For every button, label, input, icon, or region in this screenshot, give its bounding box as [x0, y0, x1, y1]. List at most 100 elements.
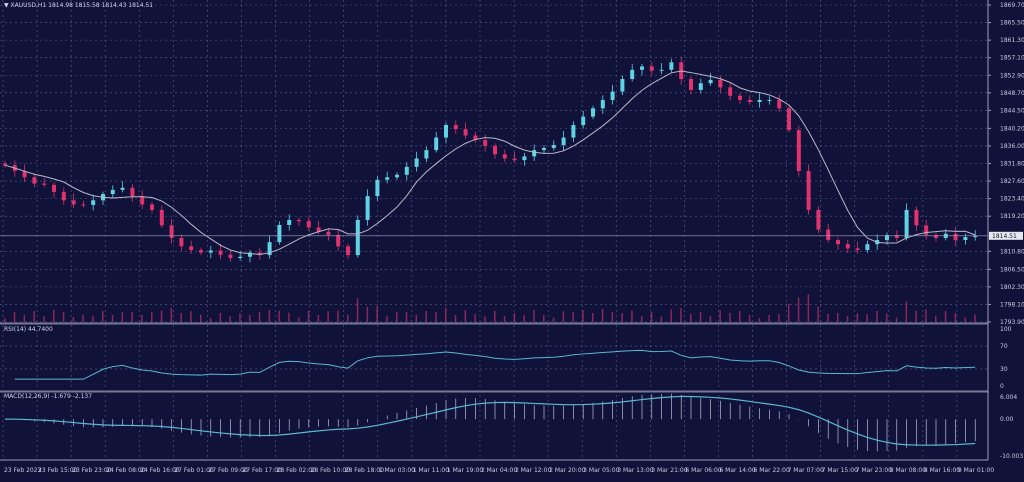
volume-bar: [249, 315, 251, 322]
volume-bar: [356, 298, 359, 322]
candle-body: [542, 148, 546, 151]
candle: [806, 164, 811, 215]
time-tick-label: 23 Feb 15:00: [38, 467, 78, 474]
time-tick-label: 28 Feb 18:00: [345, 467, 385, 474]
price-tick-label: 1852.90: [1000, 72, 1024, 79]
candle-body: [287, 219, 292, 225]
candle-body: [718, 79, 723, 88]
macd-tick-label: -10.003: [1000, 453, 1023, 460]
price-tick-label: 1836.00: [1000, 143, 1024, 150]
candle: [493, 143, 497, 159]
candle: [444, 122, 448, 144]
candle: [738, 93, 742, 104]
candle: [757, 93, 762, 108]
volume-bar: [729, 313, 731, 322]
candle: [698, 78, 703, 94]
macd-title: MACD(12,26,9) -1.679 -2.137: [4, 393, 93, 400]
candle: [689, 76, 693, 95]
volume-bar: [778, 314, 780, 322]
candle-body: [934, 235, 938, 238]
volume-bar: [650, 312, 653, 322]
candle-body: [914, 209, 919, 226]
volume-bar: [621, 313, 623, 322]
volume-bar: [62, 312, 65, 322]
time-tick-label: 2 Mar 12:00: [515, 467, 551, 474]
candle: [973, 230, 978, 241]
volume-bar: [92, 315, 94, 322]
volume-bar: [366, 306, 369, 322]
volume-bar: [121, 312, 124, 322]
volume-bar: [474, 313, 476, 322]
volume-bar: [523, 315, 525, 322]
candle: [297, 217, 301, 226]
volume-bar: [307, 311, 310, 322]
candle: [61, 187, 66, 205]
candle: [404, 162, 409, 181]
volume-bar: [552, 317, 555, 322]
candle: [934, 232, 938, 242]
candle: [414, 151, 419, 172]
chart-header: ▼ XAUUSD,H1 1814.98 1815.58 1814.43 1814…: [4, 2, 153, 9]
rsi-tick-label: 70: [1000, 343, 1008, 350]
candle-body: [483, 140, 488, 146]
volume-bar: [13, 312, 16, 322]
candle-body: [630, 69, 635, 80]
volume-bar: [807, 294, 810, 322]
candle: [395, 172, 399, 180]
candle-body: [306, 221, 311, 228]
candle: [767, 96, 772, 105]
candle-body: [522, 156, 527, 161]
time-tick-label: 24 Feb 16:00: [140, 467, 180, 474]
volume-bar: [837, 313, 839, 322]
candle-body: [22, 171, 27, 178]
time-tick-label: 24 Feb 08:00: [106, 467, 146, 474]
volume-bar: [788, 303, 790, 322]
volume-bar: [572, 312, 574, 322]
volume-bar: [268, 309, 271, 322]
volume-bar: [53, 309, 55, 322]
volume-bar: [690, 313, 692, 322]
volume-bar: [964, 317, 966, 322]
candle-body: [698, 83, 703, 90]
volume-bar: [641, 316, 643, 322]
candle-body: [885, 235, 889, 241]
rsi-title: RSI(14) 44.7400: [4, 326, 53, 333]
candle-body: [218, 250, 223, 255]
volume-bar: [396, 311, 398, 322]
volume-bar: [611, 312, 614, 322]
volume-bar: [435, 312, 437, 322]
candle: [542, 145, 546, 154]
volume-bar: [376, 306, 378, 322]
time-tick-label: 7 Mar 07:00: [788, 467, 824, 474]
time-tick-label: 23 Feb 23:00: [72, 467, 112, 474]
candle: [140, 190, 145, 210]
candle: [826, 223, 831, 243]
time-tick-label: 8 Mar 16:00: [924, 467, 960, 474]
volume-bar: [131, 312, 133, 322]
candle: [248, 250, 252, 263]
candle-body: [963, 237, 968, 241]
plot-background: [0, 0, 988, 460]
candle-body: [747, 99, 752, 103]
candle-body: [179, 237, 184, 247]
candle-body: [591, 108, 595, 117]
candle-body: [32, 177, 37, 184]
volume-bar: [592, 313, 594, 322]
volume-bar: [258, 311, 261, 322]
current-price-label: 1814.51: [992, 233, 1017, 240]
candle: [630, 64, 635, 82]
candle: [110, 185, 115, 198]
volume-bar: [758, 318, 761, 322]
dropdown-triangle-icon[interactable]: ▼: [4, 2, 9, 9]
volume-bar: [660, 316, 663, 322]
candle-body: [669, 62, 674, 70]
candle: [267, 235, 272, 259]
candle-body: [326, 231, 331, 236]
volume-bar: [935, 315, 937, 322]
volume-bar: [895, 317, 898, 322]
candle-body: [189, 246, 194, 251]
candle-body: [865, 244, 870, 251]
volume-bar: [915, 310, 917, 322]
